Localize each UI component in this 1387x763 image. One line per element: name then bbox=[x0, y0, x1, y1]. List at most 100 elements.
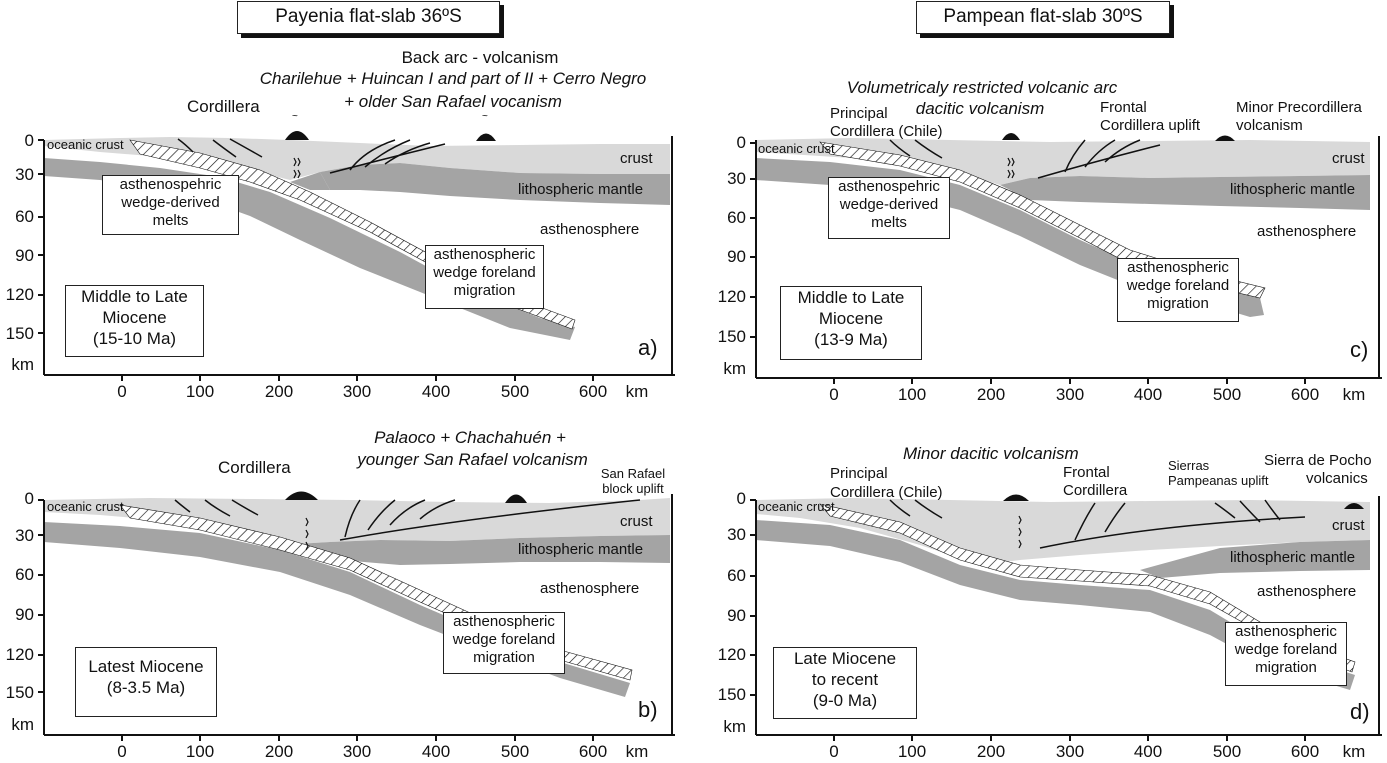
crust-label: crust bbox=[620, 513, 653, 530]
melts-line3: melts bbox=[871, 214, 907, 231]
pocho-line1: Sierra de Pocho bbox=[1264, 452, 1372, 469]
migration-callout: asthenospheric wedge foreland migration bbox=[425, 245, 544, 309]
x-tick: 200 bbox=[976, 385, 1006, 404]
period-line2: Miocene bbox=[102, 308, 167, 327]
x-tick: 600 bbox=[1290, 742, 1320, 761]
panel-letter: b) bbox=[638, 697, 658, 722]
sierras-line1: Sierras bbox=[1168, 458, 1210, 473]
oceanic-crust-label: oceanic crust bbox=[47, 499, 124, 514]
crust-label: crust bbox=[1332, 150, 1365, 167]
y-tick: 60 bbox=[727, 566, 746, 585]
x-tick: 100 bbox=[185, 382, 215, 401]
period-line2: Miocene bbox=[818, 309, 884, 328]
migration-line2: wedge foreland bbox=[452, 631, 556, 648]
migration-callout: asthenospheric wedge foreland migration bbox=[443, 612, 565, 674]
period-line3: (13-9 Ma) bbox=[814, 330, 888, 349]
x-tick: 300 bbox=[1055, 742, 1085, 761]
asthenosphere-label: asthenosphere bbox=[1257, 583, 1357, 600]
lithospheric-mantle-label: lithospheric mantle bbox=[1230, 549, 1356, 566]
migration-callout: asthenospheric wedge foreland migration bbox=[1225, 622, 1347, 686]
oceanic-crust-band bbox=[819, 503, 1356, 673]
crust-label: crust bbox=[1332, 517, 1365, 534]
migration-line3: migration bbox=[453, 282, 516, 299]
lithospheric-mantle-layer bbox=[280, 535, 670, 565]
x-unit: km bbox=[625, 382, 649, 401]
y-tick: 30 bbox=[15, 165, 34, 184]
principal-line1: Principal bbox=[830, 465, 888, 482]
migration-line2: wedge foreland bbox=[433, 264, 536, 281]
cordillera-volcano bbox=[285, 491, 318, 500]
arc-line1: Volumetricaly restricted volcanic arc bbox=[846, 78, 1118, 97]
crust-label: crust bbox=[620, 150, 653, 167]
principal-line2: Cordillera (Chile) bbox=[830, 123, 943, 140]
x-tick: 200 bbox=[264, 382, 294, 401]
x-tick: 500 bbox=[1212, 385, 1242, 404]
backarc-volcano bbox=[505, 494, 527, 503]
y-tick: 30 bbox=[15, 526, 34, 545]
asthenosphere-label: asthenosphere bbox=[540, 580, 640, 597]
migration-line2: wedge foreland bbox=[1234, 641, 1338, 658]
frontal-line2: Cordillera bbox=[1063, 482, 1128, 499]
y-tick: 60 bbox=[727, 208, 746, 227]
x-tick: 100 bbox=[185, 742, 215, 761]
asthenosphere-label: asthenosphere bbox=[540, 221, 640, 238]
precordillera-volcano bbox=[1215, 135, 1235, 141]
x-unit: km bbox=[625, 742, 649, 761]
y-tick: 90 bbox=[727, 247, 746, 266]
melts-callout: asthenospehric wedge-derived melts bbox=[102, 175, 239, 235]
header-pampean: Pampean flat-slab 30ºS bbox=[916, 1, 1170, 34]
y-tick: 0 bbox=[24, 489, 34, 508]
y-tick: 120 bbox=[5, 285, 34, 304]
x-tick: 100 bbox=[897, 742, 927, 761]
cordillera-volcano bbox=[285, 131, 309, 140]
asthenosphere-label: asthenosphere bbox=[1257, 223, 1357, 240]
y-tick: 150 bbox=[5, 324, 34, 343]
crust-layer bbox=[44, 498, 670, 545]
melts-line3: melts bbox=[152, 212, 189, 229]
x-tick: 0 bbox=[117, 742, 127, 761]
lithospheric-mantle-layer bbox=[320, 163, 670, 205]
x-tick: 200 bbox=[976, 742, 1006, 761]
y-tick: 0 bbox=[736, 133, 746, 152]
x-tick: 500 bbox=[500, 742, 530, 761]
migration-line2: wedge foreland bbox=[1126, 277, 1230, 294]
period-box: Middle to Late Miocene (13-9 Ma) bbox=[780, 286, 922, 360]
migration-line1: asthenospheric bbox=[433, 246, 536, 263]
y-tick: 150 bbox=[717, 327, 746, 346]
y-unit: km bbox=[11, 355, 34, 374]
lithospheric-mantle-label: lithospheric mantle bbox=[1230, 181, 1356, 198]
panel-d: oceanic crust crust lithospheric mantle … bbox=[700, 400, 1387, 763]
oceanic-crust-label: oceanic crust bbox=[758, 141, 835, 156]
period-box: Late Miocene to recent (9-0 Ma) bbox=[773, 647, 917, 719]
x-tick: 300 bbox=[342, 382, 372, 401]
x-unit: km bbox=[1342, 742, 1366, 761]
svg-text:~: ~ bbox=[292, 111, 298, 122]
migration-line3: migration bbox=[473, 649, 535, 666]
x-tick: 100 bbox=[897, 385, 927, 404]
precordillera-line2: volcanism bbox=[1236, 117, 1303, 134]
cordillera-label: Cordillera bbox=[218, 458, 291, 477]
period-line1: Middle to Late bbox=[797, 288, 905, 307]
period-box: Latest Miocene (8-3.5 Ma) bbox=[75, 647, 217, 717]
migration-line1: asthenospheric bbox=[453, 613, 555, 630]
melts-line2: wedge-derived bbox=[839, 196, 939, 213]
panel-letter: c) bbox=[1350, 337, 1369, 362]
panel-b: oceanic crust crust lithospheric mantle … bbox=[0, 400, 690, 763]
period-line3: (15-10 Ma) bbox=[92, 329, 177, 348]
period-line1: Late Miocene bbox=[793, 649, 897, 668]
melts-callout: asthenospehric wedge-derived melts bbox=[828, 177, 950, 239]
x-tick: 0 bbox=[829, 742, 839, 761]
oceanic-crust-label: oceanic crust bbox=[758, 499, 835, 514]
migration-line3: migration bbox=[1255, 659, 1317, 676]
lithospheric-mantle-label: lithospheric mantle bbox=[518, 181, 644, 198]
y-tick: 120 bbox=[717, 287, 746, 306]
y-tick: 150 bbox=[717, 685, 746, 704]
x-tick: 500 bbox=[1212, 742, 1242, 761]
lithospheric-mantle-label: lithospheric mantle bbox=[518, 541, 644, 558]
principal-line2: Cordillera (Chile) bbox=[830, 484, 943, 501]
y-tick: 30 bbox=[727, 169, 746, 188]
x-tick: 500 bbox=[500, 382, 530, 401]
lithospheric-mantle-layer bbox=[1140, 540, 1370, 578]
y-tick: 30 bbox=[727, 525, 746, 544]
